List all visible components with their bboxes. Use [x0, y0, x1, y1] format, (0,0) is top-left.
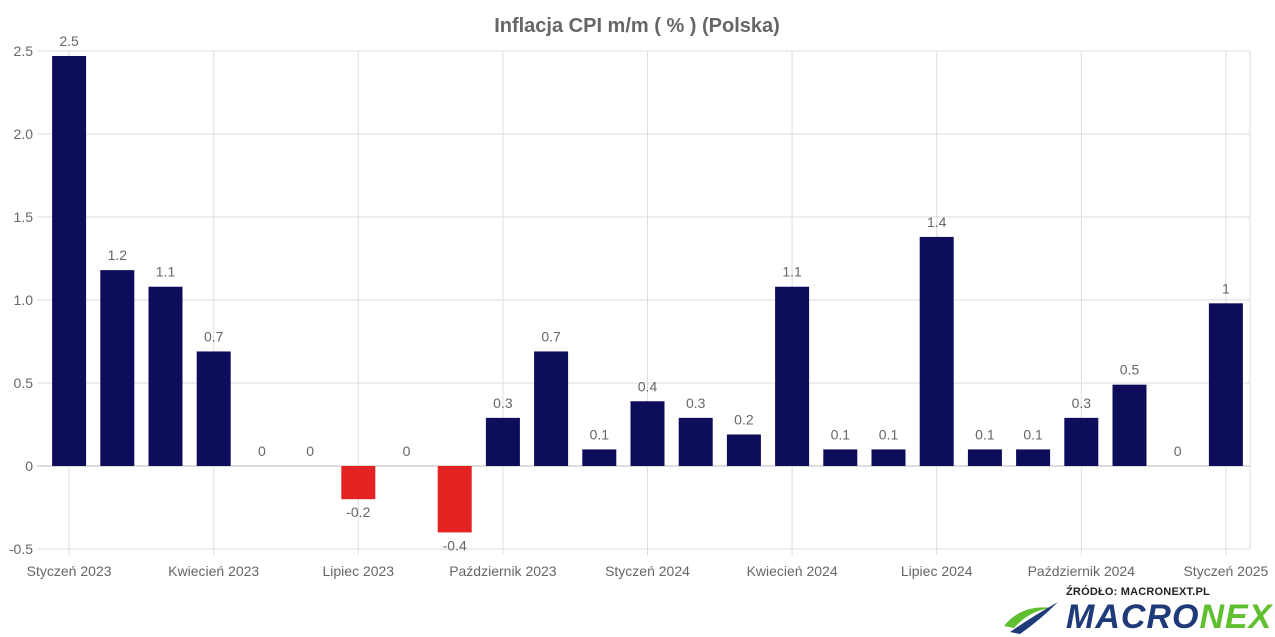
data-label: 0 — [306, 443, 314, 459]
bar — [823, 449, 858, 466]
x-tick-label: Styczeń 2023 — [27, 563, 112, 579]
data-label: 1.1 — [156, 264, 176, 280]
data-label: 1.1 — [782, 264, 802, 280]
source-label: ŹRÓDŁO: MACRONEXT.PL — [1066, 586, 1210, 598]
data-label: 0.1 — [590, 426, 610, 442]
data-labels: 2.5 1.2 1.1 0.7 0 0 -0.2 0 -0.4 0.3 0.7 0.1 0.4 0.3 0.… — [59, 33, 1230, 553]
macronext-logo: MACRONEXT — [1000, 598, 1275, 636]
data-label: 2.5 — [59, 33, 79, 49]
x-tick-label: Październik 2024 — [1028, 563, 1136, 579]
data-label: -0.2 — [346, 504, 370, 520]
data-label: 0.1 — [879, 426, 899, 442]
y-tick-label: 2.5 — [14, 43, 34, 59]
data-label: 1.4 — [927, 214, 947, 230]
bar — [1112, 384, 1147, 466]
data-label: 0.2 — [734, 411, 754, 427]
logo-part-macro: MACRO — [1066, 598, 1200, 636]
data-label: 0 — [403, 443, 411, 459]
x-tick-label: Kwiecień 2023 — [168, 563, 259, 579]
y-axis: -0.5 0 0.5 1.0 1.5 2.0 2.5 — [9, 43, 33, 557]
bar — [1064, 417, 1099, 466]
data-label: 0.3 — [493, 395, 513, 411]
bar — [100, 270, 135, 466]
data-label: 0.3 — [1072, 395, 1092, 411]
data-label: 0.1 — [1023, 426, 1043, 442]
x-tick-label: Styczeń 2025 — [1183, 563, 1268, 579]
logo-part-next: NEXT — [1199, 598, 1275, 636]
bar — [1016, 449, 1051, 466]
bar — [630, 401, 665, 466]
x-tick-label: Kwiecień 2024 — [747, 563, 838, 579]
bar — [678, 417, 713, 466]
data-label: 0.4 — [638, 378, 658, 394]
bar — [582, 449, 617, 466]
bars — [52, 55, 1243, 533]
x-tick-label: Styczeń 2024 — [605, 563, 690, 579]
bar — [148, 286, 183, 466]
bar — [341, 466, 376, 500]
data-label: 1 — [1222, 280, 1230, 296]
bar — [919, 236, 954, 466]
bar — [534, 351, 569, 466]
data-label: 0.5 — [1120, 362, 1140, 378]
data-label: 0 — [1174, 443, 1182, 459]
data-label: 0.1 — [975, 426, 995, 442]
y-tick-label: 1.5 — [14, 209, 34, 225]
bar — [485, 417, 520, 466]
bar — [52, 55, 87, 466]
data-label: 0.7 — [541, 328, 561, 344]
data-label: 0.7 — [204, 328, 224, 344]
x-tick-label: Lipiec 2023 — [322, 563, 394, 579]
x-axis: Styczeń 2023 Kwiecień 2023 Lipiec 2023 Paźd… — [27, 563, 1269, 579]
data-label: 0 — [258, 443, 266, 459]
grid — [37, 50, 1251, 555]
bar — [967, 449, 1002, 466]
bar — [196, 351, 231, 466]
data-label: 0.3 — [686, 395, 706, 411]
data-label: 0.1 — [831, 426, 851, 442]
data-label: 1.2 — [108, 247, 128, 263]
bar — [1208, 303, 1243, 466]
y-tick-label: 0.5 — [14, 375, 34, 391]
bar — [775, 286, 810, 466]
y-tick-label: 1.0 — [14, 292, 34, 308]
bar — [437, 466, 472, 533]
bar — [871, 449, 906, 466]
y-tick-label: -0.5 — [9, 541, 33, 557]
y-tick-label: 2.0 — [14, 126, 34, 142]
x-tick-label: Lipiec 2024 — [901, 563, 973, 579]
data-label: -0.4 — [443, 537, 467, 553]
x-tick-label: Październik 2023 — [449, 563, 557, 579]
bar — [726, 434, 761, 466]
swoosh-icon — [1004, 602, 1058, 634]
y-tick-label: 0 — [25, 458, 33, 474]
chart-title: Inflacja CPI m/m ( % ) (Polska) — [494, 15, 780, 37]
